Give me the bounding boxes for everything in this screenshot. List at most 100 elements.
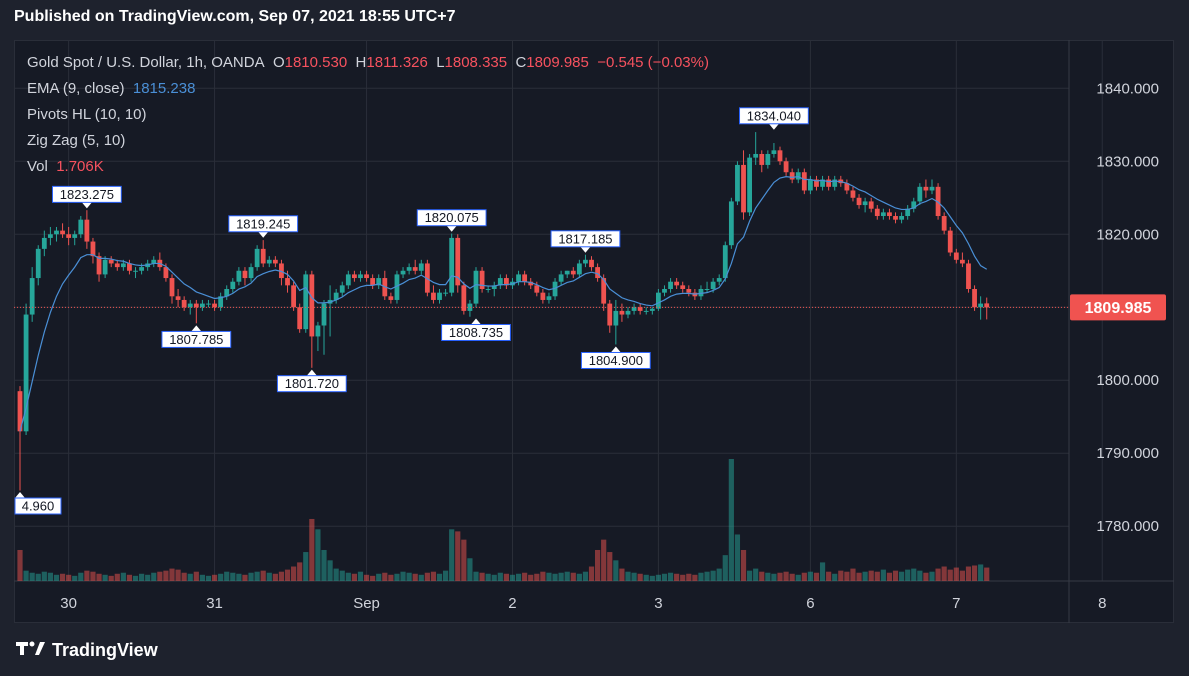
ema-line — [19, 175, 988, 432]
pivot-label-box — [416, 209, 487, 227]
candle — [540, 292, 546, 300]
volume-bar — [965, 566, 972, 581]
candle — [321, 303, 327, 326]
candle — [795, 172, 801, 180]
legend-zigzag[interactable]: Zig Zag (5, 10) — [27, 132, 126, 149]
candle — [163, 267, 169, 279]
candle — [771, 150, 777, 154]
candle — [90, 241, 96, 257]
candle — [874, 208, 880, 217]
candle — [78, 219, 84, 235]
pivot-pointer — [446, 225, 457, 232]
volume-bar — [728, 459, 734, 581]
volume-bar — [376, 573, 382, 581]
candle — [48, 234, 53, 238]
candle — [175, 296, 181, 300]
volume-bar — [455, 531, 461, 581]
volume-bar — [753, 568, 759, 581]
pivot-label-box — [276, 375, 347, 393]
volume-bar — [978, 564, 984, 581]
candle — [181, 299, 187, 308]
candle — [862, 201, 868, 206]
volume-bar — [832, 573, 838, 581]
legend-volume[interactable]: Vol 1.706K — [27, 158, 104, 175]
x-tick-label: 30 — [60, 595, 77, 612]
candle — [953, 252, 959, 260]
candle — [923, 186, 929, 191]
volume-bar — [327, 560, 333, 581]
y-tick-label: 1840.000 — [1096, 80, 1159, 97]
volume-bar — [205, 575, 212, 581]
candle — [388, 296, 394, 300]
candle — [352, 274, 357, 279]
candle — [552, 281, 558, 297]
volume-bar — [534, 573, 540, 581]
candle — [516, 274, 521, 282]
volume-bar — [187, 573, 193, 581]
candle — [212, 303, 217, 308]
legend-vol-label: Vol — [27, 158, 48, 175]
candle — [880, 212, 886, 217]
volume-bar — [218, 573, 224, 581]
volume-bar — [692, 574, 698, 581]
volume-bar — [211, 574, 218, 581]
candle — [850, 190, 856, 198]
candle — [698, 289, 704, 297]
volume-bar — [59, 573, 66, 581]
legend-low-value: 1808.335 — [444, 54, 508, 71]
candle — [929, 186, 935, 191]
volume-bar — [436, 573, 443, 581]
candle — [601, 278, 607, 304]
volume-bar — [473, 571, 479, 581]
legend-o-label: O — [272, 54, 285, 71]
volume-bar — [47, 572, 53, 581]
volume-bar — [151, 572, 157, 581]
candle — [370, 278, 376, 286]
legend-c-label: C — [515, 54, 527, 71]
candle — [887, 212, 892, 217]
x-tick-label: 3 — [654, 595, 662, 612]
candle — [911, 201, 917, 209]
volume-bar — [145, 574, 151, 581]
legend-l-label: L — [436, 54, 445, 71]
volume-bar — [716, 568, 722, 581]
published-header: Published on TradingView.com, Sep 07, 20… — [14, 8, 456, 25]
pivot-pointer — [471, 318, 481, 325]
candlestick-chart[interactable]: 4.960 1823.275 1807.785 1819.245 1801.720 182… — [14, 40, 1174, 623]
volume-bar — [813, 572, 820, 581]
candle — [169, 278, 175, 297]
candle — [917, 186, 923, 202]
volume-bar — [892, 570, 899, 581]
candle — [686, 289, 692, 293]
candle — [668, 281, 673, 290]
candle — [200, 303, 205, 308]
volume-bar — [497, 572, 503, 581]
volume-bar — [17, 549, 23, 581]
candle — [893, 216, 898, 220]
volume-bar — [880, 569, 886, 581]
volume-bar — [193, 571, 199, 581]
volume-bar — [260, 570, 266, 581]
volume-bar — [351, 573, 357, 581]
pivot-pointer — [15, 492, 25, 499]
pivot-pointer — [580, 246, 591, 253]
volume-bar — [588, 566, 595, 581]
volume-bar — [303, 552, 309, 581]
volume-bar — [181, 572, 187, 581]
brand[interactable]: TradingView — [16, 640, 158, 661]
volume-bar — [576, 573, 582, 581]
volume-bar — [321, 549, 327, 581]
volume-bar — [284, 569, 291, 581]
volume-bar — [479, 572, 485, 581]
candle — [303, 274, 309, 330]
volume-bar — [41, 571, 47, 581]
candle — [120, 263, 126, 268]
legend-ema[interactable]: EMA (9, close) 1815.238 — [27, 80, 195, 97]
candle — [570, 270, 576, 275]
legend-pivots[interactable]: Pivots HL (10, 10) — [27, 106, 147, 123]
legend-symbol[interactable]: Gold Spot / U.S. Dollar, 1h, OANDA — [27, 54, 265, 71]
candle — [722, 245, 728, 279]
candle — [710, 281, 716, 290]
volume-bar — [570, 572, 576, 581]
candle — [595, 267, 600, 279]
